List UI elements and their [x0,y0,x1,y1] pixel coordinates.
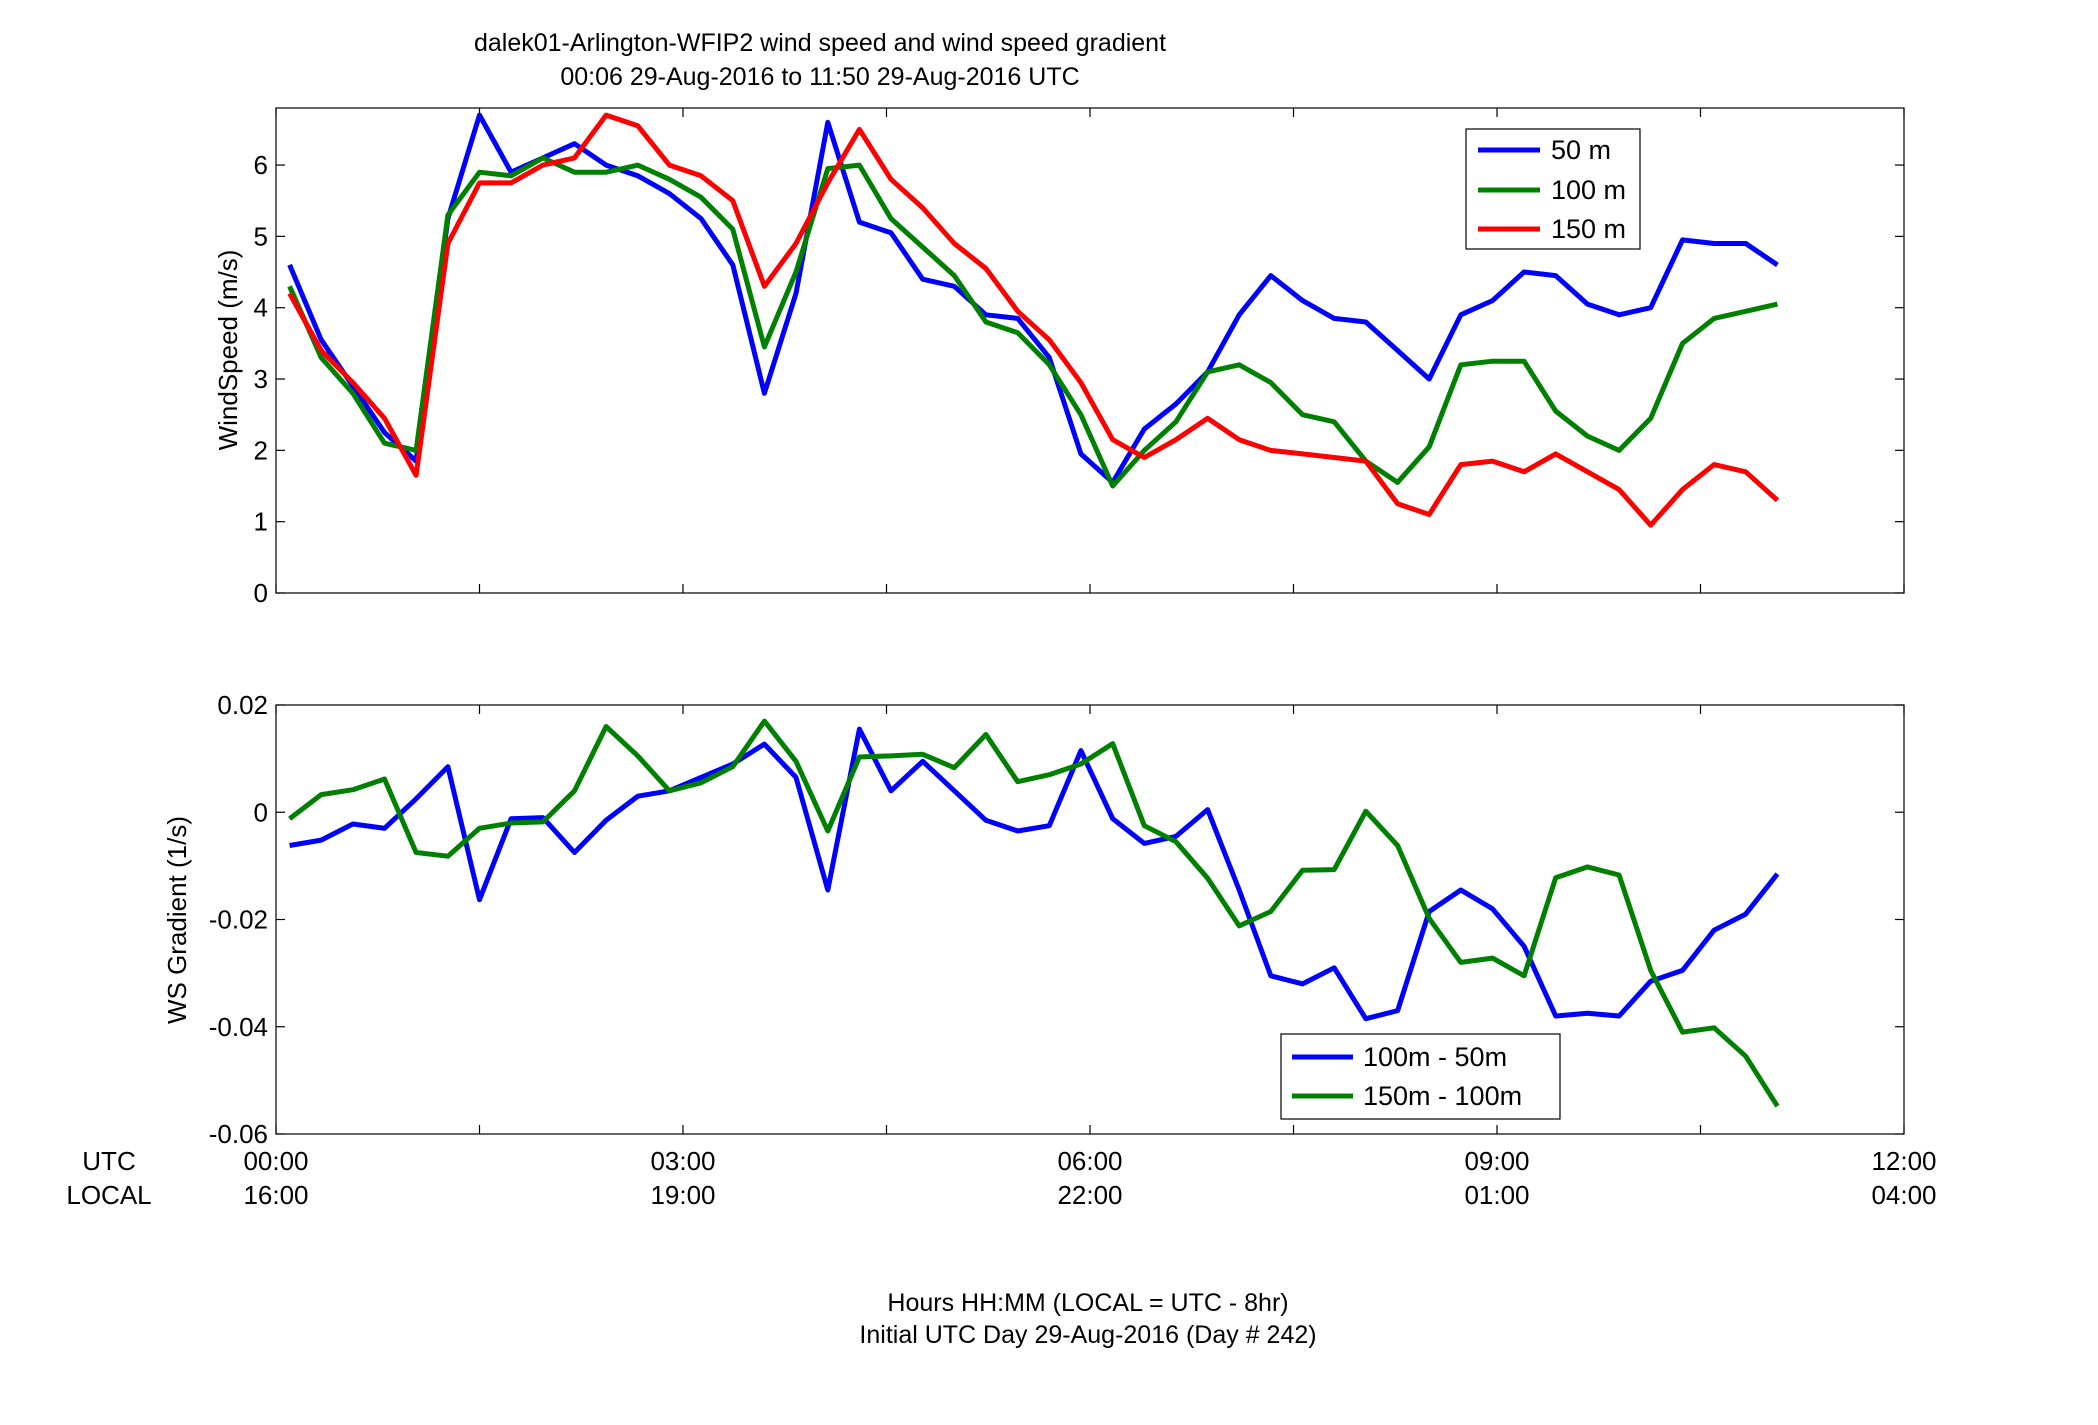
gradient-ytick-label-4: 0.02 [217,690,268,720]
x-tick-utc-4: 12:00 [1871,1146,1936,1176]
windspeed-ytick-label-4: 4 [254,293,268,323]
gradient-ytick-label-3: 0 [254,797,268,827]
x-tick-local-1: 19:00 [650,1180,715,1210]
x-tick-utc-2: 06:00 [1057,1146,1122,1176]
x-tick-local-3: 01:00 [1464,1180,1529,1210]
gradient-series-lines [288,718,1780,1108]
x-tick-utc-3: 09:00 [1464,1146,1529,1176]
windspeed-ytick-label-5: 5 [254,221,268,251]
x-tick-utc-1: 03:00 [650,1146,715,1176]
x-row-label-local: LOCAL [66,1180,151,1210]
x-tick-local-4: 04:00 [1871,1180,1936,1210]
x-tick-utc-0: 00:00 [243,1146,308,1176]
windspeed-ytick-label-1: 1 [254,507,268,537]
gradient-ylabel: WS Gradient (1/s) [162,816,192,1024]
x-axis-label-line1: Hours HH:MM (LOCAL = UTC - 8hr) [887,1289,1288,1317]
gradient-ytick-label-0: -0.06 [209,1119,268,1149]
gradient-legend: 100m - 50m 150m - 100m [1280,1033,1561,1120]
gradient-panel: -0.06 -0.04 -0.02 0 0.02 WS Gradient (1/s) 1… [162,690,1905,1149]
x-row-label-utc: UTC [82,1146,135,1176]
legend-label-150m: 150 m [1551,214,1626,244]
windspeed-panel: 0 1 2 3 4 5 6 WindSpeed (m/s) 50 m 100 m 150 m [213,107,1905,608]
gradient-axes-frame [275,704,1905,1135]
windspeed-ylabel: WindSpeed (m/s) [213,250,243,451]
windspeed-ytick-label-0: 0 [254,578,268,608]
legend-label-100m: 100 m [1551,175,1626,205]
windspeed-series-lines [287,112,1780,528]
x-tick-local-2: 22:00 [1057,1180,1122,1210]
chart-title-line2: 00:06 29-Aug-2016 to 11:50 29-Aug-2016 U… [560,63,1079,91]
windspeed-legend: 50 m 100 m 150 m [1465,128,1641,250]
x-axis-label-line2: Initial UTC Day 29-Aug-2016 (Day # 242) [859,1321,1316,1349]
windspeed-axes-frame [275,107,1905,594]
windspeed-line-100-m [287,155,1778,489]
gradient-legend-box [1280,1033,1561,1120]
windspeed-line-150-m [287,112,1780,528]
legend-label-50m: 50 m [1551,135,1611,165]
gradient-ticks: -0.06 -0.04 -0.02 0 0.02 [209,690,1905,1149]
windspeed-ticks: 0 1 2 3 4 5 6 [254,108,1905,608]
x-tick-labels: 00:00 16:00 03:00 19:00 06:00 22:00 09:00 01:00… [243,1146,1936,1210]
legend-label-150m-100m: 150m - 100m [1363,1081,1522,1111]
windspeed-ytick-label-6: 6 [254,150,268,180]
chart-title-line1: dalek01-Arlington-WFIP2 wind speed and w… [474,29,1166,57]
gradient-ytick-label-1: -0.04 [209,1012,268,1042]
windspeed-ytick-label-3: 3 [254,364,268,394]
gradient-ytick-label-2: -0.02 [209,905,268,935]
gradient-line-150m-100m [288,718,1780,1108]
legend-label-100m-50m: 100m - 50m [1363,1042,1507,1072]
x-tick-local-0: 16:00 [243,1180,308,1210]
windspeed-ytick-label-2: 2 [254,435,268,465]
